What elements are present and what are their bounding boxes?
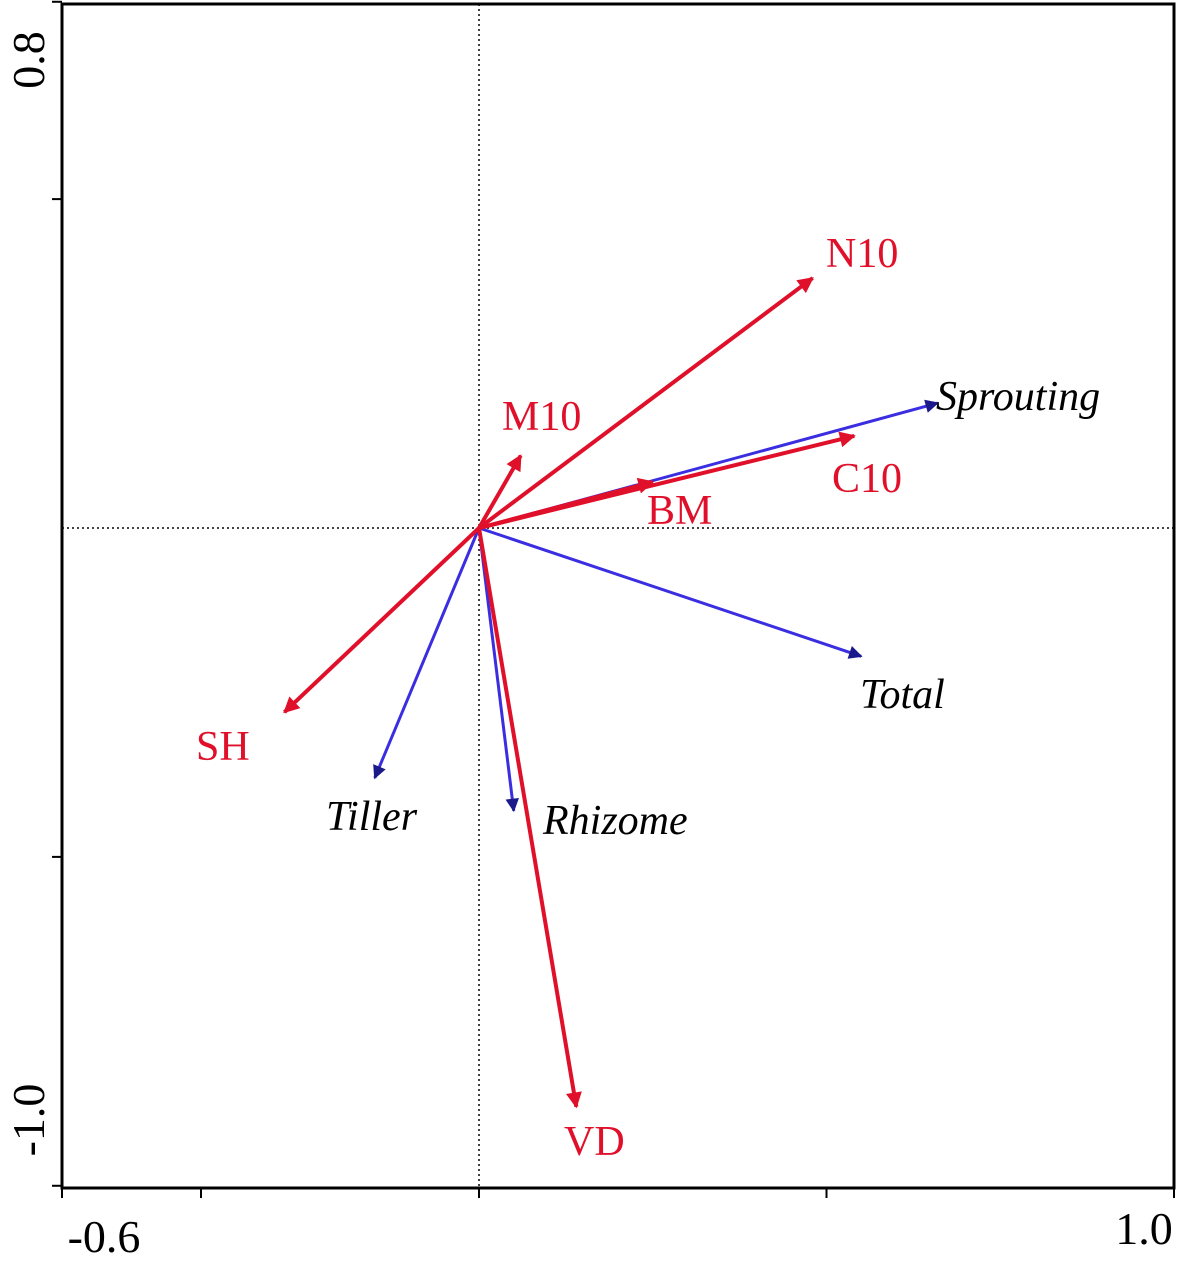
vector-label-tiller: Tiller <box>326 794 418 840</box>
vector-arrow-n10 <box>477 276 814 530</box>
x-tick-label-max: 1.0 <box>1115 1203 1173 1254</box>
vector-label-c10: C10 <box>832 456 902 502</box>
vector-arrow-bm <box>478 477 655 530</box>
y-tick-label-max: 0.8 <box>3 31 54 89</box>
explanatory-vectors <box>283 276 856 1109</box>
vector-arrow-vd <box>477 527 582 1109</box>
vector-label-bm: BM <box>647 488 712 534</box>
vector-arrow-total <box>478 526 863 659</box>
vector-label-m10: M10 <box>502 394 581 440</box>
vector-label-n10: N10 <box>826 231 898 277</box>
vector-arrow-tiller <box>373 527 481 780</box>
vector-arrow-sh <box>283 526 481 714</box>
vector-arrow-rhizome <box>477 527 519 813</box>
plot-frame <box>60 2 1176 1190</box>
vector-label-total: Total <box>860 672 945 718</box>
vector-label-vd: VD <box>564 1119 625 1165</box>
x-axis-ticks <box>61 1188 1175 1198</box>
response-vectors <box>373 399 940 813</box>
y-axis-ticks <box>52 0 62 1187</box>
vector-label-sprouting: Sprouting <box>936 374 1100 420</box>
vector-label-sh: SH <box>196 724 250 770</box>
x-tick-label-min: -0.6 <box>68 1211 141 1262</box>
vector-arrow-m10 <box>477 454 523 529</box>
y-tick-label-min: -1.0 <box>3 1084 54 1157</box>
vector-label-rhizome: Rhizome <box>542 798 688 844</box>
